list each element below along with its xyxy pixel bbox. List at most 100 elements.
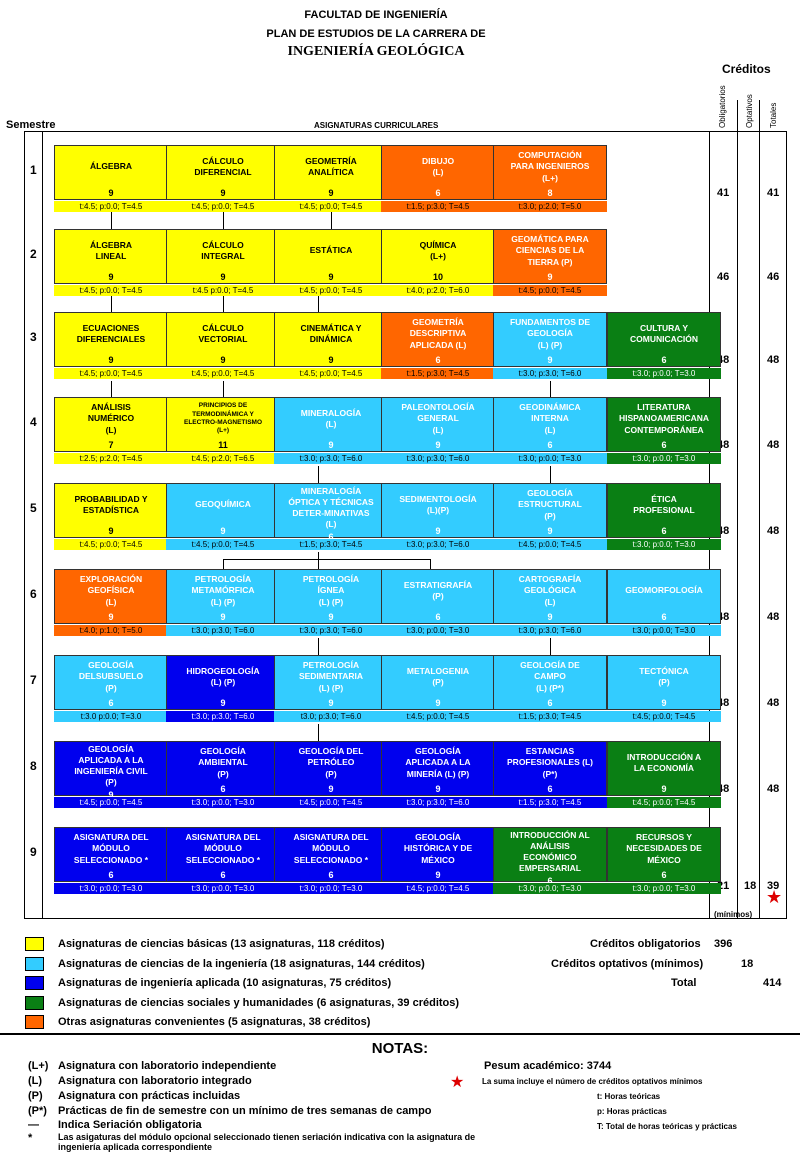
course-credits: 6 <box>547 784 553 794</box>
course-card[interactable]: TECTÓNICA (P) 9 <box>607 655 721 710</box>
course-hours: t:4.5; p:0.0; T=4.5 <box>274 201 388 212</box>
course-credits: 6 <box>328 532 334 543</box>
seriation-line <box>223 381 224 397</box>
course-card[interactable]: ASIGNATURA DEL MÓDULO SELECCIONADO * 6 <box>274 827 388 882</box>
course-name: GEOLOGÍA DEL PETRÓLEO (P) <box>298 746 364 779</box>
course-card[interactable]: ESTÁTICA 9 <box>274 229 388 284</box>
course-hours: t:3.0; p:0.0; T=3.0 <box>166 797 280 808</box>
course-card[interactable]: PROBABILIDAD Y ESTADÍSTICA 9 <box>54 483 168 538</box>
course-name: INTRODUCCIÓN A LA ECONOMÍA <box>626 751 702 773</box>
course-card[interactable]: ASIGNATURA DEL MÓDULO SELECCIONADO * 6 <box>54 827 168 882</box>
course-card[interactable]: CÁLCULO DIFERENCIAL 9 <box>166 145 280 200</box>
course-hours: t:3.0; p:0.0; T=3.0 <box>54 883 168 894</box>
course-card[interactable]: GEOMÁTICA PARA CIENCIAS DE LA TIERRA (P)… <box>493 229 607 284</box>
opt-credits-value: 18 <box>741 958 754 970</box>
minimos-label: (mínimos) <box>714 910 753 919</box>
course-card[interactable]: GEODINÁMICA INTERNA (L) 6 <box>493 397 607 452</box>
course-card[interactable]: INTRODUCCIÓN A LA ECONOMÍA 9 <box>607 741 721 796</box>
course-card[interactable]: LITERATURA HISPANOAMERICANA CONTEMPORÁNE… <box>607 397 721 452</box>
course-card[interactable]: EXPLORACIÓN GEOFÍSICA (L) 9 <box>54 569 168 624</box>
course-card[interactable]: ÉTICA PROFESIONAL 6 <box>607 483 721 538</box>
course-name: COMPUTACIÓN PARA INGENIEROS (L+) <box>510 150 590 183</box>
course-card[interactable]: ÁLGEBRA 9 <box>54 145 168 200</box>
course-name: DIBUJO (L) <box>421 155 455 177</box>
course-hours: t:3.0; p:0.0; T=3.0 <box>381 625 495 636</box>
pesum-label: Pesum académico: 3744 <box>484 1060 612 1072</box>
course-card[interactable]: PETROLOGÍA SEDIMENTARIA (L) (P) 9 <box>274 655 388 710</box>
seriation-line <box>550 381 551 397</box>
course-hours: t:4.5; p:0.0; T=4.5 <box>166 201 280 212</box>
course-hours: t:3.0; p:3.0; T=6.0 <box>493 368 607 379</box>
course-name: GEOLOGÍA ESTRUCTURAL (P) <box>518 488 582 521</box>
course-card[interactable]: ASIGNATURA DEL MÓDULO SELECCIONADO * 6 <box>166 827 280 882</box>
semester-credits-total: 46 <box>767 271 780 283</box>
course-card[interactable]: COMPUTACIÓN PARA INGENIEROS (L+) 8 <box>493 145 607 200</box>
course-card[interactable]: ESTRATIGRAFÍA (P) 6 <box>381 569 495 624</box>
course-hours: t:3.0; p:0.0; T=3.0 <box>493 883 607 894</box>
note-text: Indica Seriación obligatoria <box>58 1119 202 1131</box>
course-card[interactable]: GEOLOGÍA ESTRUCTURAL (P) 9 <box>493 483 607 538</box>
course-name: PRINCIPIOS DE TERMODINÁMICA Y ELECTRO-MA… <box>184 402 262 435</box>
course-card[interactable]: FUNDAMENTOS DE GEOLOGÍA (L) (P) 9 <box>493 312 607 367</box>
course-card[interactable]: PRINCIPIOS DE TERMODINÁMICA Y ELECTRO-MA… <box>166 397 280 452</box>
course-card[interactable]: PETROLOGÍA METAMÓRFICA (L) (P) 9 <box>166 569 280 624</box>
course-credits: 6 <box>108 870 114 880</box>
course-card[interactable]: DIBUJO (L) 6 <box>381 145 495 200</box>
course-card[interactable]: PALEONTOLOGÍA GENERAL (L) 9 <box>381 397 495 452</box>
semester-number: 4 <box>30 415 37 429</box>
course-card[interactable]: GEOMETRÍA DESCRIPTIVA APLICADA (L) 6 <box>381 312 495 367</box>
course-card[interactable]: GEOLOGÍA APLICADA A LA INGENIERÍA CIVIL … <box>54 741 168 800</box>
course-card[interactable]: CINEMÁTICA Y DINÁMICA 9 <box>274 312 388 367</box>
course-card[interactable]: ÁLGEBRA LINEAL 9 <box>54 229 168 284</box>
course-hours: t:4.5; p:2.0; T=6.5 <box>166 453 280 464</box>
seriation-line <box>111 296 112 312</box>
course-hours: t:4.5; p:0.0; T=4.5 <box>54 368 168 379</box>
course-credits: 9 <box>435 440 441 450</box>
course-hours: t:4.5; p:0.0; T=4.5 <box>166 539 280 550</box>
semester-number: 1 <box>30 163 37 177</box>
course-card[interactable]: QUÍMICA (L+) 10 <box>381 229 495 284</box>
course-card[interactable]: MINERALOGÍA ÓPTICA Y TÉCNICAS DETER-MINA… <box>274 483 388 542</box>
course-card[interactable]: SEDIMENTOLOGÍA (L)(P) 9 <box>381 483 495 538</box>
course-hours: t3.0; p:3.0; T=6.0 <box>274 711 388 722</box>
course-credits: 6 <box>220 784 226 794</box>
col-obligatorios-label: Obligatorios <box>718 85 727 128</box>
course-card[interactable]: GEOQUÍMICA 9 <box>166 483 280 538</box>
course-card[interactable]: PETROLOGÍA ÍGNEA (L) (P) 9 <box>274 569 388 624</box>
course-card[interactable]: GEOMETRÍA ANALÍTICA 9 <box>274 145 388 200</box>
course-card[interactable]: HIDROGEOLOGÍA (L) (P) 9 <box>166 655 280 710</box>
course-card[interactable]: GEOLOGÍA DELSUBSUELO (P) 6 <box>54 655 168 710</box>
course-name: ÉTICA PROFESIONAL <box>633 493 695 515</box>
course-name: GEOMETRÍA DESCRIPTIVA APLICADA (L) <box>409 317 467 350</box>
course-card[interactable]: GEOLOGÍA AMBIENTAL (P) 6 <box>166 741 280 796</box>
course-card[interactable]: CARTOGRAFÍA GEOLÓGICA (L) 9 <box>493 569 607 624</box>
course-name: ESTRATIGRAFÍA (P) <box>403 579 473 601</box>
course-credits: 9 <box>547 355 553 365</box>
course-credits: 9 <box>547 612 553 622</box>
legend-text: Asignaturas de ciencias de la ingeniería… <box>58 958 425 970</box>
course-hours: t:4.5; p:0.0; T=4.5 <box>274 797 388 808</box>
course-card[interactable]: INTRODUCCIÓN AL ANÁLISIS ECONÓMICO EMPER… <box>493 827 607 886</box>
semester-credits-oblig: 41 <box>717 187 730 199</box>
course-card[interactable]: RECURSOS Y NECESIDADES DE MÉXICO 6 <box>607 827 721 882</box>
total-credits-value: 414 <box>763 977 782 989</box>
course-card[interactable]: MINERALOGÍA (L) 9 <box>274 397 388 452</box>
course-card[interactable]: GEOMORFOLOGÍA 6 <box>607 569 721 624</box>
seriation-line <box>430 559 431 569</box>
course-card[interactable]: ECUACIONES DIFERENCIALES 9 <box>54 312 168 367</box>
course-card[interactable]: CÁLCULO INTEGRAL 9 <box>166 229 280 284</box>
seriation-line <box>331 212 332 229</box>
course-card[interactable]: CÁLCULO VECTORIAL 9 <box>166 312 280 367</box>
course-card[interactable]: GEOLOGÍA DE CAMPO (L) (P*) 6 <box>493 655 607 710</box>
semester-number: 7 <box>30 673 37 687</box>
course-card[interactable]: GEOLOGÍA APLICADA A LA MINERÍA (L) (P) 9 <box>381 741 495 796</box>
course-card[interactable]: ANÁLISIS NUMÉRICO (L) 7 <box>54 397 168 452</box>
semester-number: 2 <box>30 247 37 261</box>
course-card[interactable]: ESTANCIAS PROFESIONALES (L) (P*) 6 <box>493 741 607 796</box>
course-hours: t:3.0; p:3.0; T=6.0 <box>166 625 280 636</box>
course-name: CINEMÁTICA Y DINÁMICA <box>300 322 362 344</box>
course-card[interactable]: CULTURA Y COMUNICACIÓN 6 <box>607 312 721 367</box>
course-card[interactable]: GEOLOGÍA DEL PETRÓLEO (P) 9 <box>274 741 388 796</box>
course-card[interactable]: METALOGENIA (P) 9 <box>381 655 495 710</box>
course-card[interactable]: GEOLOGÍA HISTÓRICA Y DE MÉXICO 9 <box>381 827 495 882</box>
